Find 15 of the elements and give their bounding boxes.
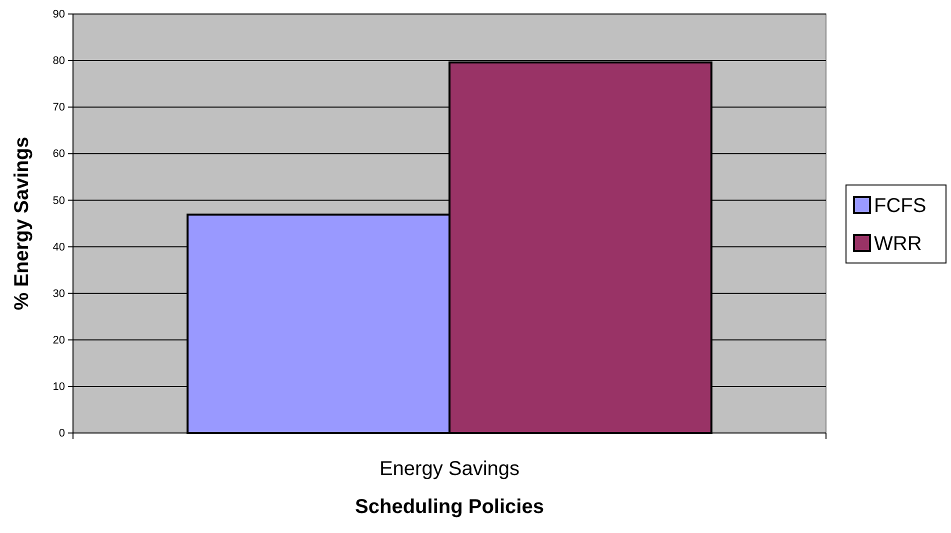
y-tick-label: 90: [52, 8, 65, 21]
y-tick-label: 70: [52, 102, 65, 114]
x-tick-label: Energy Savings: [379, 458, 520, 480]
y-axis-title: % Energy Savings: [11, 136, 33, 310]
y-tick-label: 30: [52, 288, 65, 300]
y-tick-label: 20: [52, 334, 65, 346]
y-tick-label: 80: [52, 55, 65, 68]
y-tick-label: 40: [52, 241, 65, 254]
y-tick-label: 10: [52, 380, 65, 393]
y-tick-label: 50: [52, 194, 65, 207]
legend-label: WRR: [874, 233, 922, 255]
legend-label: FCFS: [874, 195, 926, 217]
y-tick-label: 0: [58, 428, 65, 440]
x-axis-title: Scheduling Policies: [355, 496, 544, 518]
y-tick-label: 60: [52, 148, 65, 160]
